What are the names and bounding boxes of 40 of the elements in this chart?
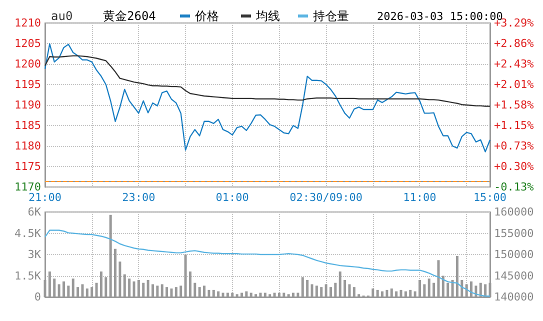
line-series xyxy=(44,43,491,152)
y2-tick-label: 155000 xyxy=(494,226,534,240)
chart-title: 黄金2604 xyxy=(103,9,156,23)
y2-tick-label: 140000 xyxy=(494,290,534,304)
y2-tick-label: 145000 xyxy=(494,269,534,282)
y-tick-label: 1180 xyxy=(14,140,41,152)
legend-label: 持仓量 xyxy=(313,9,349,23)
x-tick-label: 01:00 xyxy=(216,191,249,204)
chart-subtitle: au0 xyxy=(51,9,73,23)
y-tick-label: 1185 xyxy=(14,119,41,132)
y-tick-label: 1175 xyxy=(14,160,41,173)
y-tick-label: 1.5K xyxy=(14,269,42,282)
x-tick-label: 21:00 xyxy=(28,191,62,204)
y2-tick-label: +0.73% xyxy=(494,139,534,152)
y-tick-label: 1170 xyxy=(14,180,41,194)
y2-tick-label: +2.86% xyxy=(494,37,534,50)
y-tick-label: 3K xyxy=(28,248,42,261)
y2-tick-label: +2.01% xyxy=(494,78,534,91)
y2-tick-label: +1.15% xyxy=(494,119,534,132)
y-tick-label: 1195 xyxy=(14,78,41,91)
x-tick-label: 23:00 xyxy=(122,191,156,204)
y-tick-label: 1190 xyxy=(14,98,41,112)
y-tick-label: 1205 xyxy=(14,37,41,50)
line-series xyxy=(44,55,491,107)
y2-tick-label: +2.43% xyxy=(494,58,534,71)
y-tick-label: 6K xyxy=(28,206,42,218)
y2-tick-label: 160000 xyxy=(494,206,534,218)
y-tick-label: 4.5K xyxy=(14,226,42,240)
legend-label: 价格 xyxy=(194,9,219,23)
x-tick-label: 15:00 xyxy=(473,191,507,204)
y-tick-label: 1210 xyxy=(14,16,41,30)
y2-tick-label: -0.13% xyxy=(494,180,534,194)
y2-tick-label: 150000 xyxy=(494,248,534,261)
x-tick-label: 02:30/09:00 xyxy=(290,191,362,204)
y2-tick-label: +0.30% xyxy=(494,160,534,173)
legend-label: 均线 xyxy=(255,9,280,23)
y-tick-label: 0 xyxy=(34,290,41,304)
y-tick-label: 1200 xyxy=(14,58,41,70)
x-tick-label: 11:00 xyxy=(403,191,436,204)
y2-tick-label: +1.58% xyxy=(494,98,534,112)
